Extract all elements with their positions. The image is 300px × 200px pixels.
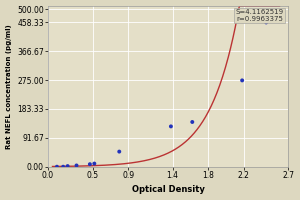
Point [190,120,195,124]
Point [240,79,244,82]
Point [117,150,122,153]
Point [264,21,268,24]
Point [169,125,173,128]
Y-axis label: Rat NEFL concentration (pg/ml): Rat NEFL concentration (pg/ml) [6,24,12,149]
X-axis label: Optical Density: Optical Density [132,185,205,194]
Text: S=4.1162519
r=0.9963375: S=4.1162519 r=0.9963375 [236,9,284,22]
Point [92,162,97,165]
Point [88,163,92,166]
Point [55,165,59,168]
Point [61,165,66,168]
Point [65,164,70,168]
Point [74,164,79,167]
